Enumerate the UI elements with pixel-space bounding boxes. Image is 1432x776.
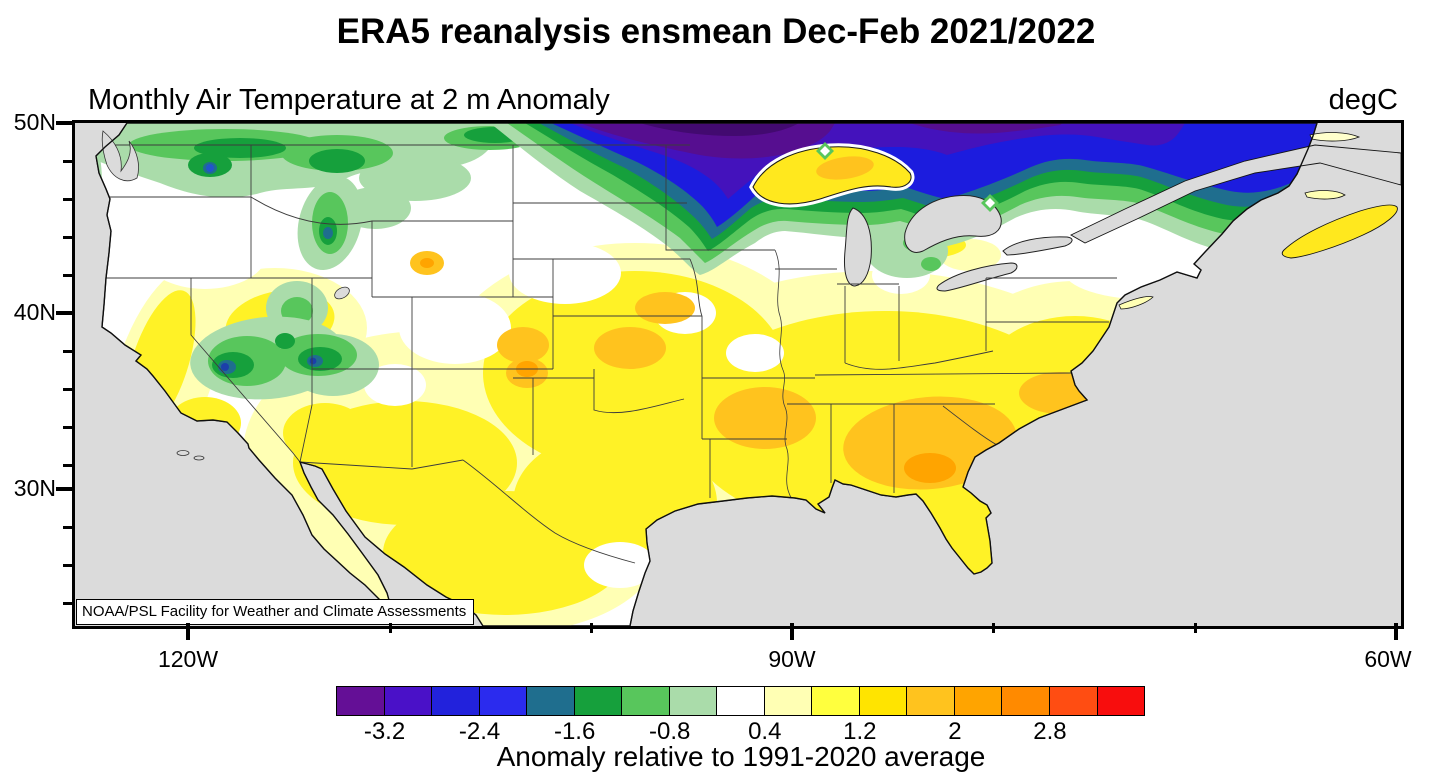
colorbar-tick-label: 2 <box>948 718 962 745</box>
colorbar-cell <box>431 686 480 716</box>
lake-ontario <box>1002 236 1073 256</box>
lat-major-tick <box>56 311 72 315</box>
colorbar-tick-label: 0.4 <box>748 718 782 745</box>
page-title: ERA5 reanalysis ensmean Dec-Feb 2021/202… <box>336 12 1096 51</box>
watermark: NOAA/PSL Facility for Weather and Climat… <box>76 599 475 625</box>
lat-minor-tick <box>63 525 72 529</box>
lat-minor-tick <box>63 235 72 239</box>
lat-major-tick <box>56 487 72 491</box>
lon-minor-tick <box>589 623 593 633</box>
state-borders <box>100 144 1117 564</box>
prince-edward-island <box>1304 190 1346 200</box>
lake-michigan <box>844 207 872 287</box>
caption: Anomaly relative to 1991-2020 average <box>496 741 986 772</box>
colorbar-tick-label: -3.2 <box>363 718 406 745</box>
colorbar-cell <box>478 686 528 716</box>
lat-minor-tick <box>63 159 72 163</box>
colorbar-cell <box>858 686 908 716</box>
colorbar-cell <box>336 686 385 716</box>
lat-minor-tick <box>63 563 72 567</box>
channel-islands <box>176 450 190 456</box>
long-island <box>1118 296 1154 310</box>
colorbar-tick-label: -0.8 <box>649 718 691 745</box>
lake-superior <box>753 147 911 204</box>
lon-major-tick <box>1394 623 1398 640</box>
colorbar-tick-label: 1.2 <box>843 718 877 745</box>
lon-major-tick <box>790 623 794 640</box>
colorbar-cell <box>1001 686 1050 716</box>
channel-islands <box>193 455 205 461</box>
lat-minor-tick <box>63 273 72 277</box>
lat-tick-label: 30N <box>13 475 56 501</box>
colorbar-cell <box>621 686 670 716</box>
lon-minor-tick <box>1193 623 1197 633</box>
lat-minor-tick <box>63 463 72 467</box>
colorbar-cell <box>1048 686 1098 716</box>
great-salt-lake <box>334 286 350 300</box>
great-lakes <box>844 194 1073 292</box>
lon-tick-label: 60W <box>1364 646 1412 672</box>
colorbar-cell <box>953 686 1003 716</box>
colorbar-cell <box>573 686 623 716</box>
lon-major-tick <box>186 623 190 640</box>
colorbar-cell <box>763 686 813 716</box>
lon-tick-label: 90W <box>768 646 816 672</box>
lat-minor-tick <box>63 387 72 391</box>
lake-huron <box>904 194 1002 253</box>
colorbar-cell <box>1096 686 1146 716</box>
map-panel: NOAA/PSL Facility for Weather and Climat… <box>72 120 1404 629</box>
anticosti-island <box>1309 132 1361 142</box>
colorbar-cell <box>906 686 955 716</box>
colorbar-cell <box>383 686 433 716</box>
lat-tick-label: 50N <box>13 109 56 135</box>
nova-scotia <box>1281 204 1398 259</box>
colorbar-tick-label: 2.8 <box>1033 718 1067 745</box>
colorbar-tick-label: -2.4 <box>458 718 501 745</box>
lat-minor-tick <box>63 349 72 353</box>
lat-major-tick <box>56 121 72 125</box>
lake-erie <box>936 262 1018 292</box>
lat-minor-tick <box>63 601 72 605</box>
warm-lake-markers <box>816 142 999 212</box>
units-label: degC <box>1328 84 1398 116</box>
lon-minor-tick <box>991 623 995 633</box>
colorbar-cell <box>811 686 860 716</box>
colorbar <box>336 686 1146 716</box>
lat-minor-tick <box>63 425 72 429</box>
variable-subtitle: Monthly Air Temperature at 2 m Anomaly <box>88 84 610 116</box>
colorbar-cell <box>716 686 765 716</box>
lat-minor-tick <box>63 197 72 201</box>
anomaly-map-svg <box>75 123 1401 626</box>
colorbar-cell <box>668 686 718 716</box>
lon-minor-tick <box>388 623 392 633</box>
colorbar-cell <box>526 686 575 716</box>
lat-tick-label: 40N <box>13 299 56 325</box>
puget-sound <box>101 130 139 182</box>
colorbar-tick-label: -1.6 <box>553 718 596 745</box>
lon-tick-label: 120W <box>157 646 219 672</box>
st-lawrence <box>1070 144 1401 244</box>
